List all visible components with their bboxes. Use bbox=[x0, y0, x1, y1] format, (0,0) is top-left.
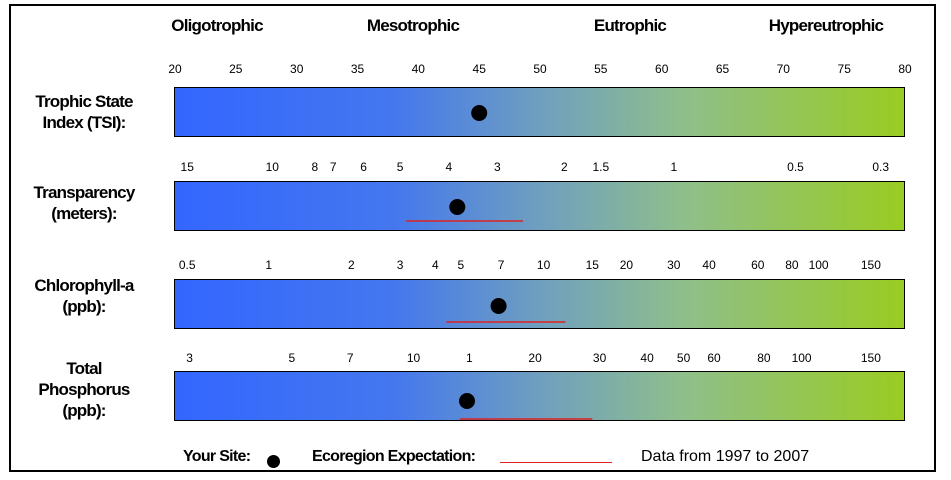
transparency-tick-label: 8 bbox=[312, 160, 319, 174]
transparency-tick-label: 0.5 bbox=[787, 160, 804, 174]
tsi-tick-label: 50 bbox=[533, 62, 547, 76]
legend-your-site-label: Your Site: bbox=[183, 448, 251, 465]
phosphorus-tick-label: 7 bbox=[347, 351, 354, 365]
chlorophyll-tick-label: 0.5 bbox=[179, 258, 196, 272]
chlorophyll-tick-label: 10 bbox=[537, 258, 551, 272]
transparency-tick-label: 4 bbox=[445, 160, 452, 174]
tsi-tick-label: 55 bbox=[594, 62, 608, 76]
phosphorus-tick-label: 10 bbox=[407, 351, 421, 365]
chlorophyll-tick-label: 2 bbox=[348, 258, 355, 272]
category-eutrophic: Eutrophic bbox=[593, 16, 667, 35]
tsi-tick-label: 65 bbox=[716, 62, 730, 76]
scale-bar-phosphorus bbox=[174, 371, 905, 421]
phosphorus-site-marker bbox=[459, 393, 475, 409]
chlorophyll-tick-label: 40 bbox=[702, 258, 716, 272]
tsi-tick-label: 30 bbox=[290, 62, 304, 76]
chlorophyll-tick-label: 3 bbox=[397, 258, 404, 272]
row-label-phosphorus-line3: (ppb): bbox=[62, 401, 106, 420]
phosphorus-tick-label: 1 bbox=[466, 351, 473, 365]
transparency-tick-label: 2 bbox=[561, 160, 568, 174]
chlorophyll-tick-label: 80 bbox=[785, 258, 799, 272]
transparency-tick-label: 3 bbox=[494, 160, 501, 174]
legend-expectation-line bbox=[500, 462, 612, 463]
chlorophyll-site-marker bbox=[490, 298, 507, 314]
scale-bar-transparency bbox=[174, 181, 905, 231]
legend-date-range: Data from 1997 to 2007 bbox=[641, 448, 810, 465]
transparency-tick-label: 10 bbox=[266, 160, 280, 174]
tsi-tick-label: 40 bbox=[412, 62, 426, 76]
phosphorus-tick-label: 40 bbox=[640, 351, 654, 365]
tsi-tick-label: 60 bbox=[655, 62, 669, 76]
tsi-tick-label: 75 bbox=[838, 62, 852, 76]
category-mesotrophic: Mesotrophic bbox=[366, 16, 460, 35]
category-hypereutrophic: Hypereutrophic bbox=[768, 16, 884, 35]
phosphorus-tick-label: 20 bbox=[528, 351, 542, 365]
phosphorus-tick-label: 5 bbox=[288, 351, 295, 365]
tsi-tick-label: 20 bbox=[168, 62, 182, 76]
row-label-phosphorus: Total Phosphorus (ppb): bbox=[14, 358, 154, 421]
phosphorus-tick-label: 80 bbox=[757, 351, 771, 365]
row-label-chlorophyll-line2: (ppb): bbox=[62, 297, 106, 316]
row-label-chlorophyll-line1: Chlorophyll-a bbox=[34, 276, 134, 295]
row-label-transparency: Transparency (meters): bbox=[14, 182, 154, 224]
row-label-tsi-line2: Index (TSI): bbox=[42, 113, 127, 132]
legend-site-marker bbox=[267, 455, 280, 468]
transparency-tick-label: 1 bbox=[670, 160, 677, 174]
chlorophyll-tick-label: 4 bbox=[432, 258, 439, 272]
chlorophyll-tick-label: 1 bbox=[265, 258, 272, 272]
chlorophyll-tick-label: 20 bbox=[620, 258, 634, 272]
transparency-tick-label: 1.5 bbox=[592, 160, 609, 174]
scale-bar-chlorophyll bbox=[174, 279, 905, 329]
row-label-phosphorus-line2: Phosphorus bbox=[38, 380, 130, 399]
tsi-tick-label: 80 bbox=[898, 62, 912, 76]
tsi-site-marker bbox=[471, 105, 488, 121]
transparency-tick-label: 5 bbox=[397, 160, 404, 174]
row-label-tsi: Trophic State Index (TSI): bbox=[14, 91, 154, 133]
phosphorus-tick-label: 60 bbox=[707, 351, 721, 365]
row-label-transparency-line2: (meters): bbox=[51, 204, 117, 223]
phosphorus-tick-label: 3 bbox=[186, 351, 193, 365]
phosphorus-tick-label: 30 bbox=[593, 351, 607, 365]
chlorophyll-tick-label: 15 bbox=[586, 258, 600, 272]
scale-bar-tsi bbox=[174, 87, 905, 137]
category-oligotrophic: Oligotrophic bbox=[171, 16, 263, 35]
tsi-tick-label: 70 bbox=[777, 62, 791, 76]
tsi-tick-label: 45 bbox=[473, 62, 487, 76]
chlorophyll-tick-label: 5 bbox=[458, 258, 465, 272]
transparency-tick-label: 6 bbox=[360, 160, 367, 174]
chlorophyll-tick-label: 7 bbox=[498, 258, 505, 272]
tsi-tick-label: 35 bbox=[351, 62, 365, 76]
chlorophyll-tick-label: 30 bbox=[667, 258, 681, 272]
phosphorus-tick-label: 50 bbox=[677, 351, 691, 365]
row-label-phosphorus-line1: Total bbox=[66, 359, 102, 378]
chlorophyll-tick-label: 60 bbox=[751, 258, 765, 272]
chlorophyll-tick-label: 150 bbox=[861, 258, 881, 272]
row-label-tsi-line1: Trophic State bbox=[35, 92, 133, 111]
row-label-chlorophyll: Chlorophyll-a (ppb): bbox=[14, 275, 154, 317]
transparency-site-marker bbox=[449, 199, 466, 215]
phosphorus-tick-label: 100 bbox=[792, 351, 812, 365]
tsi-tick-label: 25 bbox=[229, 62, 243, 76]
transparency-tick-label: 0.3 bbox=[872, 160, 889, 174]
transparency-tick-label: 15 bbox=[181, 160, 195, 174]
phosphorus-tick-label: 150 bbox=[861, 351, 881, 365]
row-label-transparency-line1: Transparency bbox=[33, 183, 136, 202]
chlorophyll-tick-label: 100 bbox=[809, 258, 829, 272]
transparency-tick-label: 7 bbox=[330, 160, 337, 174]
legend-ecoregion-label: Ecoregion Expectation: bbox=[312, 448, 476, 465]
